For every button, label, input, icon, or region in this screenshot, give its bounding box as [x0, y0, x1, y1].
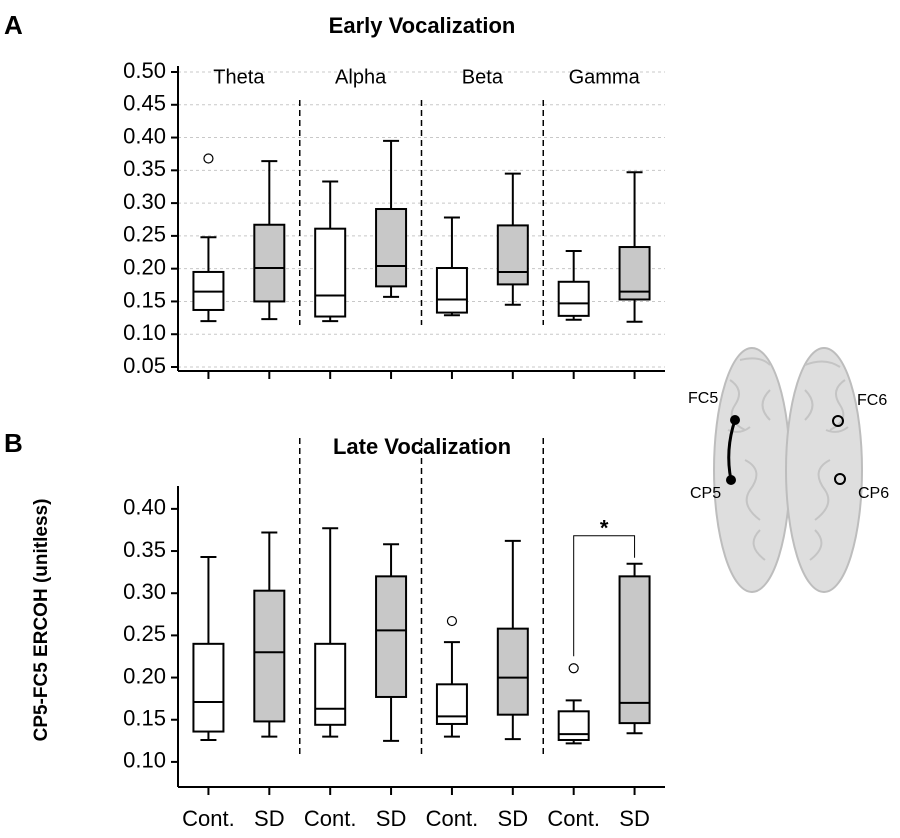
electrode-label: CP6 [858, 485, 889, 502]
box [435, 267, 468, 314]
box [496, 224, 529, 286]
y-tick-label: 0.35 [123, 537, 166, 562]
box [496, 627, 529, 716]
gyri [727, 357, 849, 561]
electrode-label: CP5 [690, 485, 721, 502]
y-tick-label: 0.05 [123, 353, 166, 378]
box [314, 642, 347, 726]
y-tick-label: 0.20 [123, 254, 166, 279]
box [314, 227, 347, 318]
x-tick-label: SD [619, 806, 650, 831]
box [375, 575, 408, 698]
electrode [730, 415, 740, 425]
panel-label: B [4, 428, 23, 458]
electrode-label: FC5 [688, 390, 718, 407]
box [618, 575, 651, 725]
box [557, 710, 590, 741]
x-tick-label: SD [254, 806, 285, 831]
y-tick-label: 0.35 [123, 156, 166, 181]
y-tick-label: 0.30 [123, 579, 166, 604]
y-tick-label: 0.25 [123, 621, 166, 646]
y-tick-label: 0.15 [123, 706, 166, 731]
x-tick-label: Cont. [182, 806, 235, 831]
y-tick-label: 0.45 [123, 91, 166, 116]
y-tick-label: 0.40 [123, 123, 166, 148]
electrode-label: FC6 [857, 392, 887, 409]
box [557, 280, 590, 317]
connection [727, 419, 737, 481]
right-hemisphere [785, 347, 863, 593]
box [192, 642, 225, 733]
panel-label: A [4, 10, 23, 40]
y-tick-label: 0.25 [123, 222, 166, 247]
box [253, 589, 286, 723]
outlier [203, 153, 214, 164]
group-label: Beta [462, 66, 504, 88]
group-label: Alpha [335, 66, 387, 88]
box [375, 208, 408, 288]
x-tick-label: Cont. [547, 806, 600, 831]
x-tick-label: Cont. [426, 806, 479, 831]
electrode [726, 475, 736, 485]
chart-title: Early Vocalization [329, 13, 516, 38]
outlier [568, 663, 579, 674]
y-tick-label: 0.30 [123, 189, 166, 214]
y-tick-label: 0.10 [123, 320, 166, 345]
x-tick-label: SD [376, 806, 407, 831]
chart-title: Late Vocalization [333, 434, 511, 459]
left-hemisphere [713, 347, 791, 593]
y-tick-label: 0.50 [123, 58, 166, 83]
x-tick-label: SD [498, 806, 529, 831]
group-label: Gamma [569, 66, 641, 88]
group-label: Theta [213, 66, 265, 88]
box [435, 683, 468, 725]
y-tick-label: 0.10 [123, 748, 166, 773]
y-tick-label: 0.40 [123, 495, 166, 520]
y-axis-label: CP5-FC5 ERCOH (unitless) [31, 499, 52, 742]
outlier [446, 615, 458, 627]
significance-bracket [573, 535, 636, 657]
y-tick-label: 0.15 [123, 287, 166, 312]
brain-diagram: FC5 FC6 CP5 CP6 [688, 347, 889, 593]
electrode [834, 473, 846, 485]
x-tick-label: Cont. [304, 806, 357, 831]
box [253, 223, 286, 303]
y-tick-label: 0.20 [123, 663, 166, 688]
electrode [832, 415, 844, 427]
significance-label: * [600, 516, 609, 541]
